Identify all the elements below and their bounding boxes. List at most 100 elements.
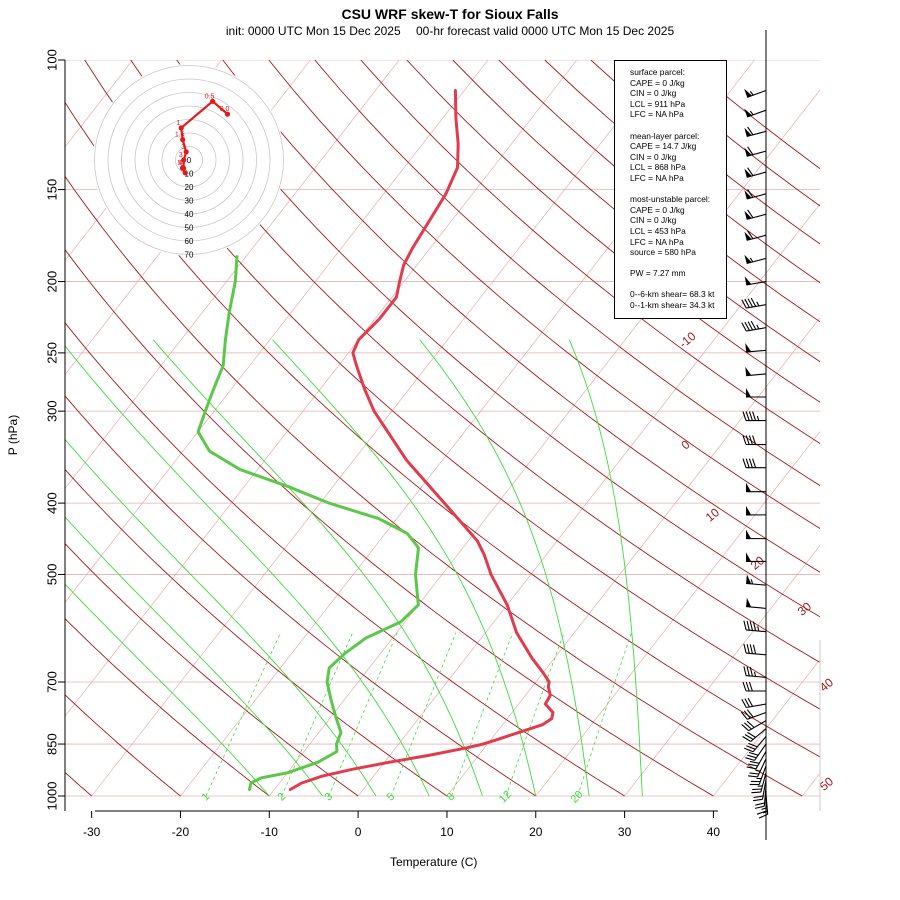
most-unstable-source: source = 580 hPa [630,247,696,258]
wind-barb-staff [746,327,767,332]
hodograph-ring [134,105,244,215]
hodograph-point-label: 0.5 [205,93,215,100]
temperature-profile [288,89,555,791]
hodograph-point-label: 5 [178,160,182,167]
wind-barb [744,254,767,265]
wind-barb-staff [750,728,767,742]
wind-barb-half-feather [762,810,768,814]
mixing-ratio-line [205,632,282,797]
hodograph-point-label: 0.0 [220,106,230,113]
wind-barb [744,88,767,98]
wind-barb-feather [744,722,752,730]
y-tick-label: 300 [44,400,59,422]
wind-barb [746,574,767,586]
wind-barb-pennant [746,529,752,539]
wind-barb [740,709,767,720]
wind-barb [741,697,767,709]
dry-adiabat [65,617,270,797]
wind-barb-feather [743,643,747,654]
wind-barb-pennant [745,366,752,376]
hodograph-ring [94,65,284,255]
wind-barb [744,189,767,200]
spacer [630,184,722,195]
wind-barb [744,108,767,118]
wind-barb-feather [746,709,754,718]
wind-barb-feather [752,644,757,655]
wind-barb [741,320,767,332]
mean-layer-cape: CAPE = 14.7 J/kg [630,141,697,152]
wind-barb-feather [749,666,754,677]
wind-barb-pennant [744,231,752,241]
wind-barb-feather [741,299,747,309]
sounding-profiles [196,89,555,791]
most-unstable-lcl: LCL = 453 hPa [630,225,686,236]
hodograph-ring-label: 60 [185,237,194,246]
surface-cape: CAPE = 0 J/kg [630,77,685,88]
wind-barb [742,435,767,446]
wind-barb [744,146,767,157]
wind-barb-feather [750,297,757,307]
y-tick-label: 150 [44,179,59,201]
wind-barb [741,720,767,732]
wind-barb-feather [748,681,753,692]
x-tick-label: 10 [440,825,454,839]
y-tick-label: 200 [44,271,59,293]
wind-barb-feather [740,711,748,720]
wind-barb-pennant [744,276,752,285]
mixing-ratio-line [451,632,514,797]
hodograph-point [182,170,188,176]
wind-barb [745,366,767,377]
precipitable-water: PW = 7.27 mm [630,268,686,279]
hodograph-point-label: 6 [180,165,184,172]
wind-barb-half-feather [750,579,754,585]
isotherm-line [65,60,400,490]
wind-barb-feather [754,805,765,809]
dry-adiabat [65,322,625,797]
wind-barb-feather [746,720,755,728]
dry-adiabat [65,395,537,797]
wind-barb [748,758,767,778]
wind-barb-feather [749,760,760,764]
isotherm-line [65,60,578,717]
wind-barb-feather [748,751,759,756]
wind-barb-feather [752,788,762,791]
wind-barb-pennant [745,343,752,353]
wind-barb-feather [749,644,754,654]
wind-barb-feather [746,644,750,654]
hodograph-ring [175,146,203,174]
wind-barb-feather [758,813,768,819]
mixing-ratio-line [390,632,457,797]
wind-barb-pennant [746,552,752,562]
wind-barb-staff [748,720,767,732]
x-tick-label: -30 [83,825,101,839]
wind-barb-feather [750,320,757,330]
dry-adiabat [176,60,820,618]
dry-adiabat [130,60,820,664]
dry-adiabat [452,60,820,363]
wind-barb-feather [748,775,758,778]
wind-barb-staff [757,758,767,778]
wind-barb-feather [752,435,757,445]
moist-adiabat [568,339,643,797]
moist-adiabat [65,516,323,797]
wind-barb-feather [742,435,747,445]
isotherm-line [357,203,820,797]
wind-barb-feather [748,742,758,748]
wind-barb-feather [742,411,747,421]
wind-barb-feather [747,189,754,198]
wind-barb-feather [747,731,756,738]
shear-0-6km: 0--6-km shear= 68.3 kt [630,289,715,300]
x-tick-label: 20 [529,825,543,839]
wind-barb-feather [752,411,757,421]
hodograph-point-label: 1.5 [175,132,185,139]
wind-barb-feather [747,321,754,331]
wind-barb-staff [746,582,767,586]
wind-barb-feather [755,802,765,806]
wind-barb-feather [744,321,750,331]
chart-title: CSU WRF skew-T for Sioux Falls [341,6,559,22]
hodograph-point [224,111,231,117]
x-tick-label: 40 [707,825,721,839]
wind-barb-pennant [746,505,752,515]
wind-barb-feather [753,798,763,802]
